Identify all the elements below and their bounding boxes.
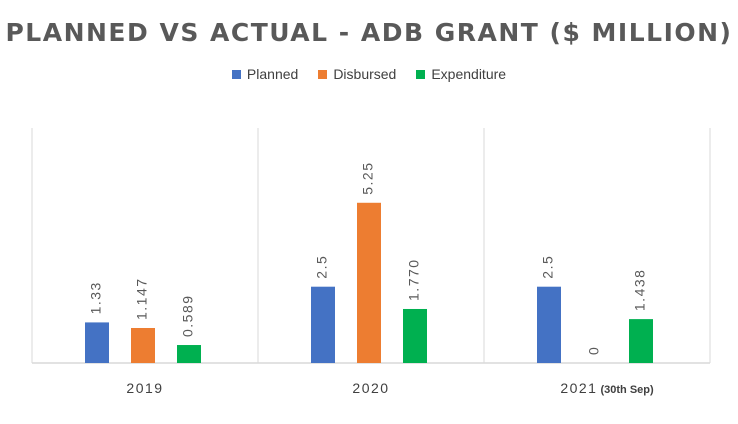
legend: Planned Disbursed Expenditure [0, 66, 738, 82]
legend-swatch-planned [231, 69, 241, 79]
category-label-2019: 2019 [126, 380, 163, 396]
data-label-expenditure-2021: 1.438 [632, 269, 648, 312]
data-label-expenditure-2019: 0.589 [180, 294, 196, 337]
legend-label-expenditure: Expenditure [431, 66, 507, 82]
legend-item-planned: Planned [231, 66, 299, 82]
bar-planned-2020 [311, 286, 335, 363]
legend-swatch-expenditure [416, 69, 426, 79]
bar-disbursed-2020 [357, 202, 381, 363]
bar-expenditure-2019 [177, 345, 201, 363]
data-label-disbursed-2020: 5.25 [360, 162, 376, 195]
legend-label-planned: Planned [246, 66, 299, 82]
bar-planned-2021 [537, 286, 561, 363]
chart-title: PLANNED VS ACTUAL - ADB GRANT ($ MILLION… [5, 18, 733, 47]
bar-expenditure-2020 [403, 308, 427, 363]
legend-item-expenditure: Expenditure [416, 66, 506, 82]
bar-disbursed-2019 [131, 327, 155, 363]
data-label-planned-2019: 1.33 [88, 281, 104, 314]
category-label-2021: 2021 (30th Sep) [560, 380, 654, 396]
bar-expenditure-2021 [629, 319, 653, 363]
data-label-expenditure-2020: 1.770 [406, 258, 422, 301]
category-label-2020: 2020 [352, 380, 389, 396]
data-label-planned-2020: 2.5 [314, 255, 330, 279]
data-label-disbursed-2019: 1.147 [134, 277, 150, 320]
legend-item-disbursed: Disbursed [318, 66, 396, 82]
bar-planned-2019 [85, 322, 109, 363]
data-label-disbursed-2021: 0 [586, 346, 602, 355]
data-label-planned-2021: 2.5 [540, 255, 556, 279]
legend-label-disbursed: Disbursed [333, 66, 397, 82]
legend-swatch-disbursed [318, 69, 328, 79]
